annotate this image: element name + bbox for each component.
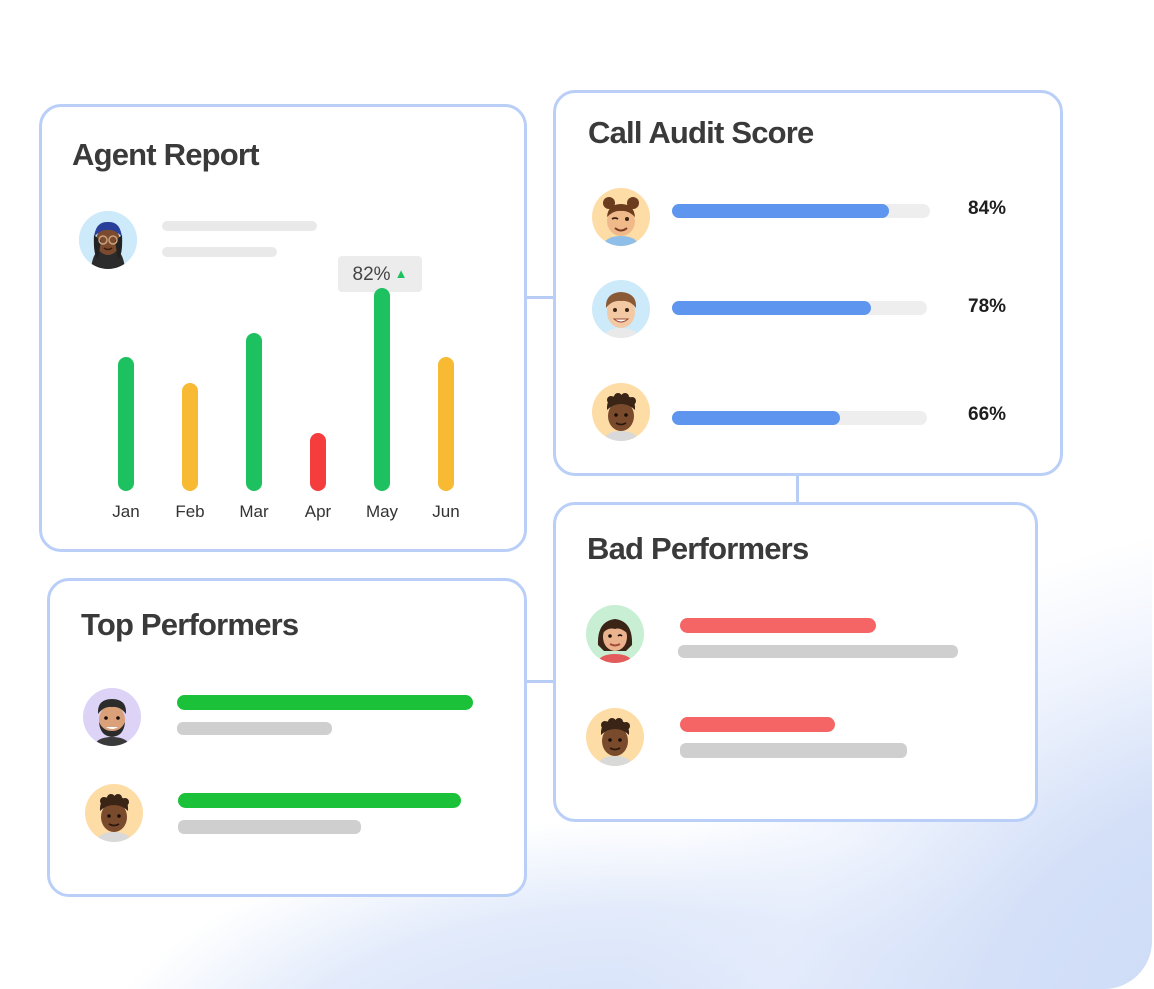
connector-line: [524, 680, 556, 683]
audit-fill-2: [672, 301, 871, 315]
audit-fill-3: [672, 411, 841, 425]
agent-detail-placeholder: [162, 247, 277, 257]
woman-glasses-avatar: [79, 211, 137, 269]
connector-line: [796, 474, 799, 504]
agent-report-title: Agent Report: [72, 137, 260, 172]
chart-bar-mar: [246, 333, 262, 491]
top-performers-title: Top Performers: [81, 607, 299, 642]
chart-bar-jun: [438, 357, 454, 491]
top-performer-detail-bar-1: [177, 722, 332, 735]
audit-track-3: [672, 411, 927, 425]
call-audit-card: Call Audit Score 84% 7: [553, 90, 1063, 476]
man-curly-hair-avatar: [586, 708, 644, 766]
top-performer-name-bar-1: [177, 695, 473, 710]
score-badge: 82% ▲: [338, 256, 422, 292]
chart-label-feb: Feb: [175, 502, 205, 521]
woman-winking-avatar: [592, 188, 650, 246]
bad-performer-name-bar-1: [680, 618, 876, 633]
audit-percent-1: 84%: [968, 198, 1007, 219]
chart-label-mar: Mar: [239, 502, 269, 521]
score-badge-value: 82%: [352, 264, 391, 285]
chart-label-jun: Jun: [432, 502, 460, 521]
man-smiling-avatar: [592, 280, 650, 338]
call-audit-title: Call Audit Score: [588, 115, 814, 150]
top-performer-detail-bar-2: [178, 820, 361, 834]
chart-label-apr: Apr: [304, 502, 332, 521]
bad-performer-name-bar-2: [680, 717, 835, 732]
man-beard-avatar: [83, 688, 141, 746]
audit-track-1: [672, 204, 930, 218]
bad-performers-card: Bad Performers: [553, 502, 1038, 822]
top-performer-name-bar-2: [178, 793, 461, 808]
audit-percent-2: 78%: [968, 296, 1007, 317]
audit-percent-3: 66%: [968, 404, 1007, 425]
chart-bar-may: [374, 288, 390, 491]
connector-line: [524, 296, 556, 299]
agent-report-card: Agent Report 82% ▲ Jan Feb Mar Apr May Jun: [39, 104, 527, 552]
top-performers-card: Top Performers: [47, 578, 527, 897]
audit-fill-1: [672, 204, 889, 218]
man-curly-hair-avatar: [592, 383, 650, 441]
chart-label-may: May: [365, 502, 399, 521]
triangle-up-icon: ▲: [394, 266, 408, 281]
bad-performers-title: Bad Performers: [587, 531, 809, 566]
agent-name-placeholder: [162, 221, 317, 231]
bad-performer-detail-bar-1: [678, 645, 958, 658]
audit-track-2: [672, 301, 927, 315]
chart-bar-feb: [182, 383, 198, 491]
chart-bar-jan: [118, 357, 134, 491]
bad-performer-detail-bar-2: [680, 743, 907, 758]
woman-hair-bun-avatar: [586, 605, 644, 663]
chart-bar-apr: [310, 433, 326, 491]
chart-label-jan: Jan: [112, 502, 140, 521]
man-curly-hair-avatar: [85, 784, 143, 842]
